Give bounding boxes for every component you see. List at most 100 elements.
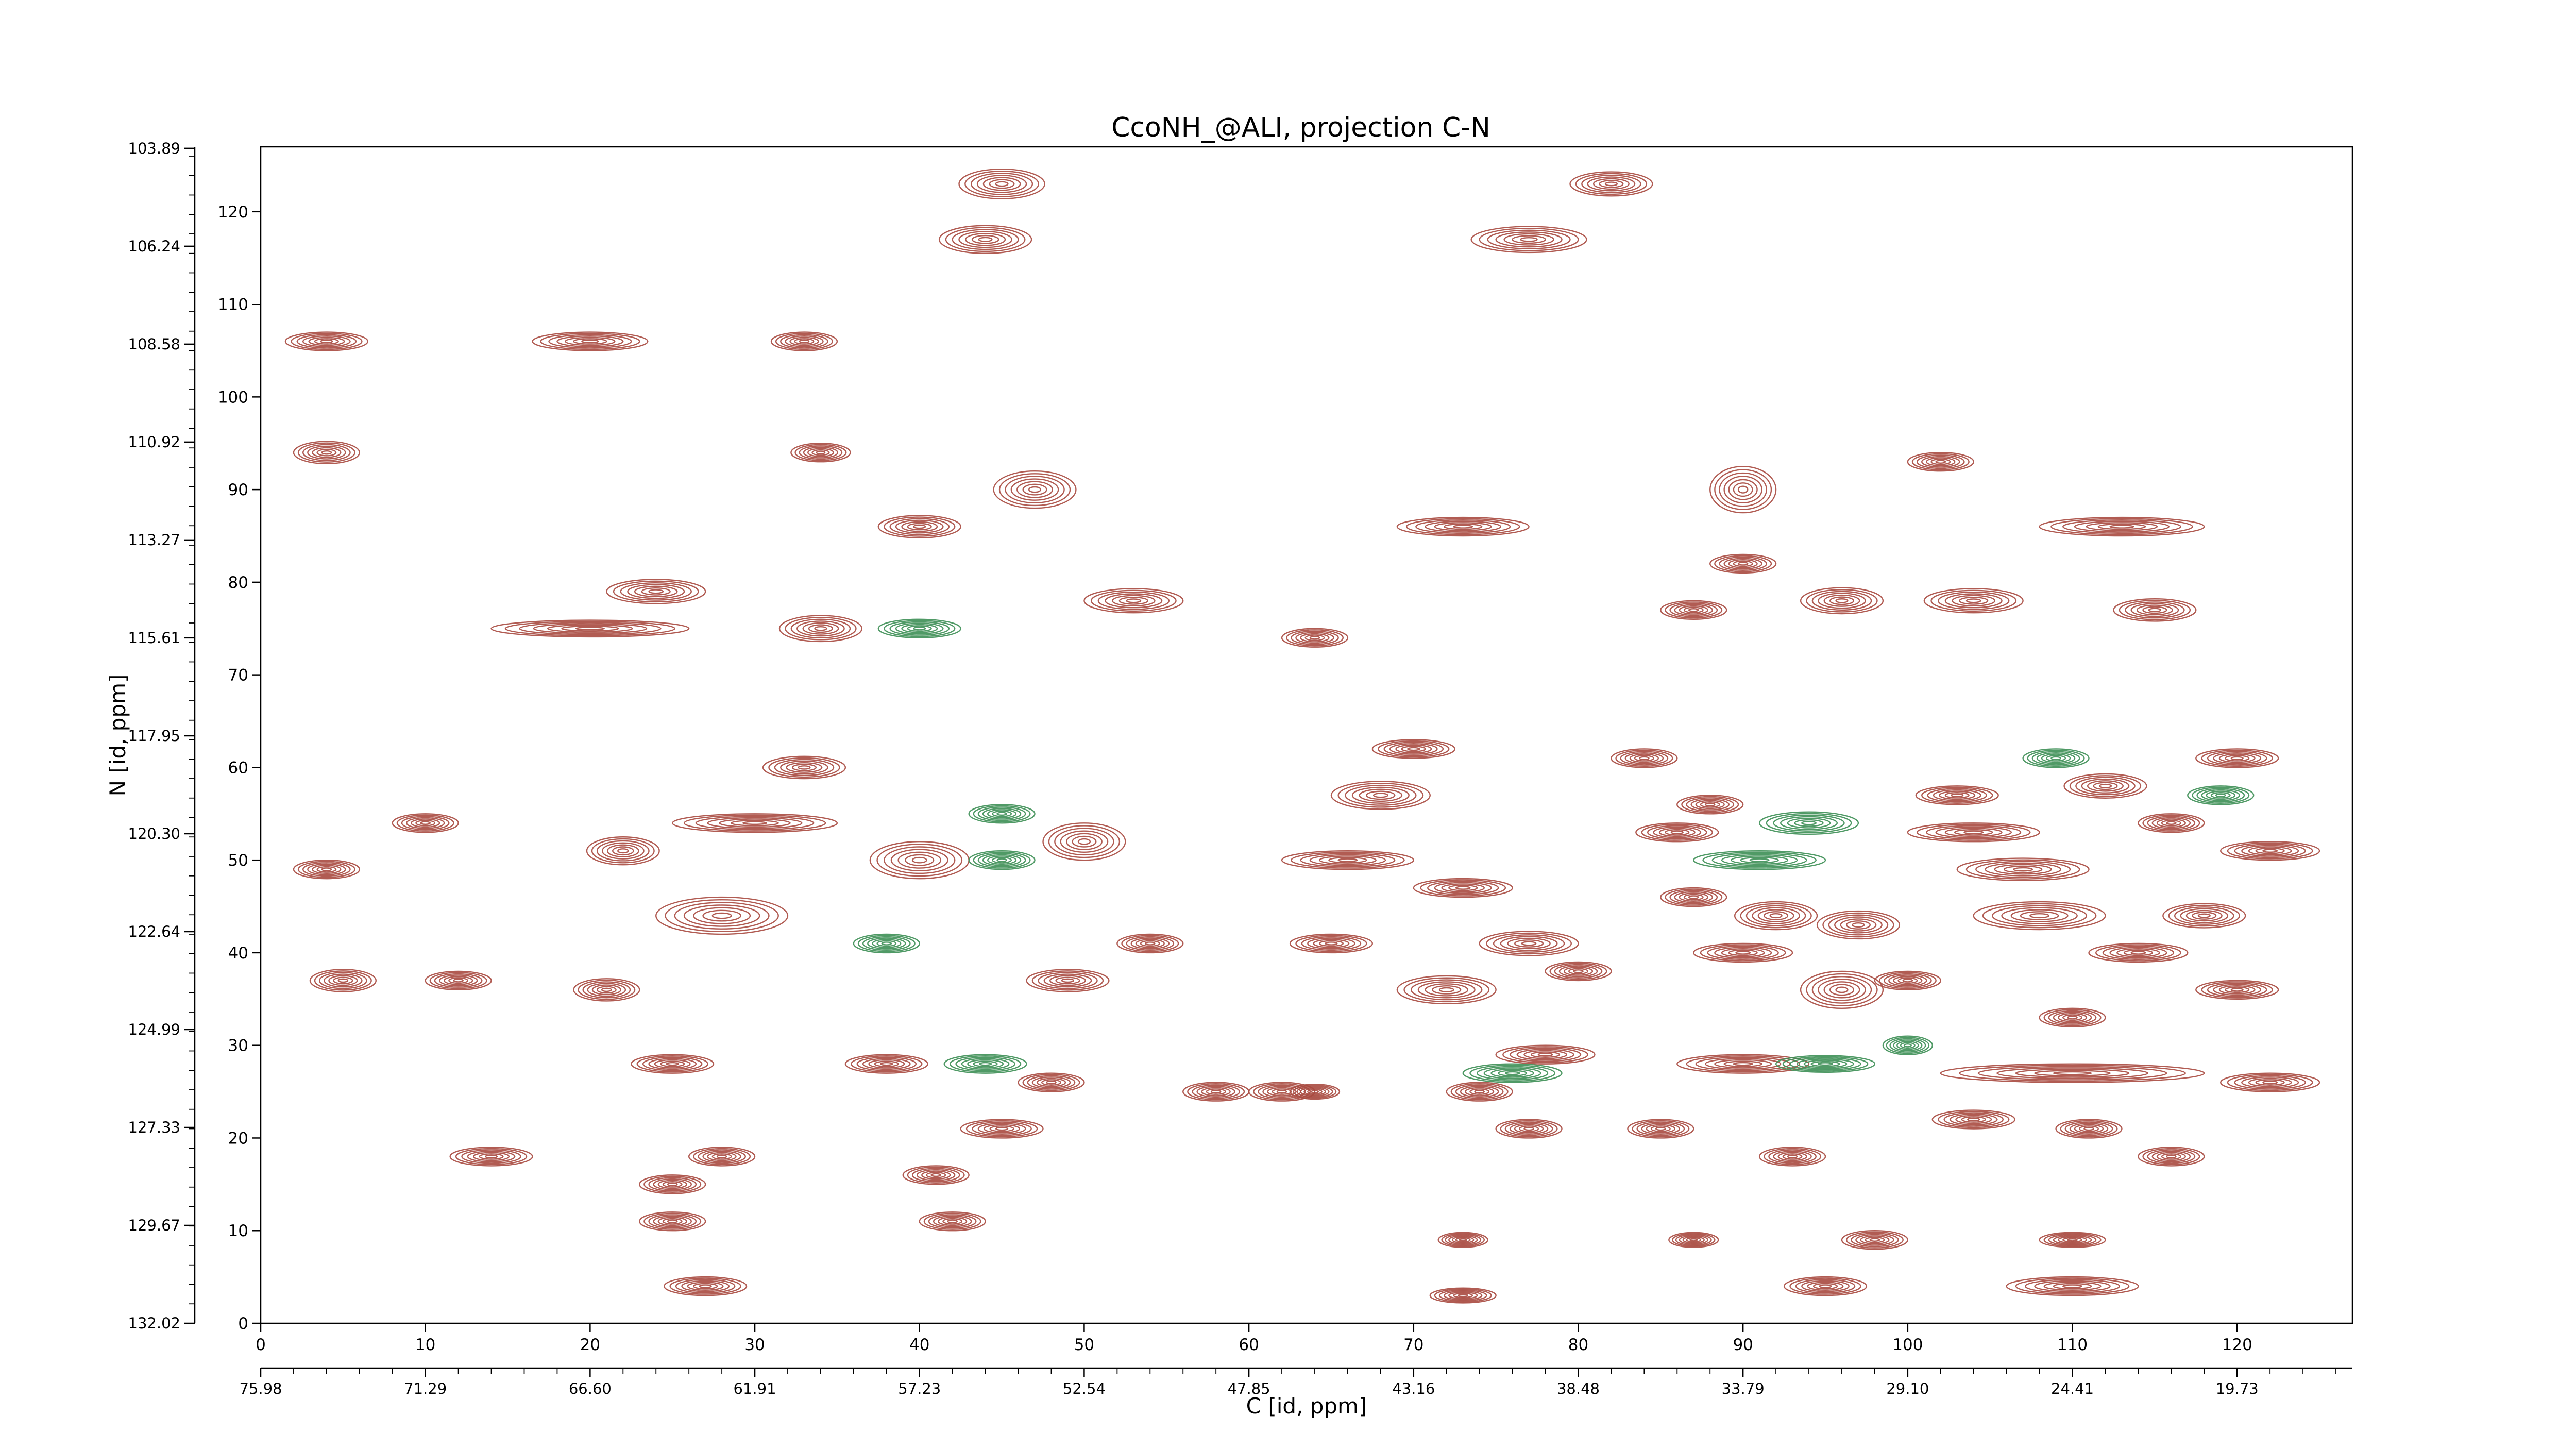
contour-level — [2015, 1068, 2130, 1078]
contour-level — [2130, 603, 2179, 617]
contour-level — [1635, 822, 1719, 843]
contour-level — [655, 896, 789, 935]
contour-level — [928, 1214, 977, 1229]
contour-level — [2036, 752, 2076, 764]
contour-level — [653, 1215, 692, 1227]
contour-level — [2020, 911, 2059, 920]
contour-level — [2201, 981, 2273, 999]
contour-level — [874, 1060, 899, 1067]
contour-level — [2048, 1010, 2097, 1025]
positive-contour-peak — [2162, 903, 2246, 929]
positive-contour-peak — [1281, 850, 1414, 870]
contour-level — [2218, 985, 2256, 995]
contour-level — [794, 338, 815, 345]
contour-level — [1874, 970, 1941, 991]
contour-level — [945, 227, 1026, 252]
contour-level — [328, 975, 358, 986]
contour-level — [1907, 822, 2040, 843]
contour-level — [2039, 1232, 2106, 1248]
contour-level — [884, 846, 956, 874]
contour-level — [1112, 595, 1156, 607]
contour-level — [1328, 856, 1367, 864]
contour-level — [2213, 752, 2262, 764]
contour-level — [1702, 851, 1817, 869]
positive-contour-peak — [1874, 970, 1941, 991]
contour-level — [978, 1062, 992, 1066]
contour-level — [1693, 942, 1793, 963]
contour-level — [968, 850, 1036, 870]
positive-contour-peak — [1396, 516, 1530, 537]
positive-contour-peak — [672, 813, 838, 833]
y-ppm-tick-label: 129.67 — [128, 1217, 180, 1234]
contour-level — [799, 339, 810, 344]
contour-level — [762, 755, 846, 780]
positive-contour-peak — [639, 1211, 706, 1232]
contour-level — [942, 1218, 963, 1225]
contour-level — [293, 441, 361, 464]
contour-level — [2230, 756, 2244, 761]
contour-level — [1563, 966, 1594, 976]
contour-level — [1951, 793, 1964, 798]
contour-level — [1309, 854, 1386, 866]
positive-contour-peak — [1660, 887, 1727, 907]
contour-level — [296, 334, 357, 349]
x-ppm-tick-label: 71.29 — [404, 1380, 447, 1397]
contour-level — [1514, 939, 1544, 948]
contour-level — [2207, 751, 2267, 766]
contour-level — [1465, 1087, 1495, 1097]
contour-level — [1135, 939, 1165, 948]
contour-level — [2119, 600, 2191, 620]
contour-level — [775, 332, 833, 350]
contour-level — [1301, 936, 1362, 951]
contour-level — [657, 1180, 687, 1189]
contour-level — [2109, 947, 2167, 959]
x-index-tick-label: 40 — [909, 1336, 929, 1354]
contour-level — [2136, 604, 2173, 616]
contour-level — [952, 229, 1019, 250]
contour-level — [1686, 1237, 1702, 1243]
contour-level — [2067, 1238, 2078, 1242]
contour-level — [324, 973, 363, 988]
contour-level — [2062, 1014, 2083, 1021]
contour-level — [2142, 1148, 2200, 1166]
contour-level — [1900, 1042, 1916, 1049]
positive-contour-peak — [1437, 1232, 1488, 1248]
contour-level — [2262, 1080, 2278, 1085]
contour-level — [587, 983, 626, 997]
positive-contour-peak — [1495, 1044, 1596, 1065]
contour-level — [995, 181, 1009, 187]
contour-level — [1641, 823, 1713, 841]
contour-level — [297, 442, 355, 463]
contour-level — [2046, 755, 2066, 762]
contour-level — [1782, 1056, 1869, 1072]
contour-level — [938, 225, 1032, 254]
contour-level — [2067, 1016, 2078, 1020]
contour-level — [2195, 748, 2279, 768]
contour-level — [1740, 856, 1779, 864]
contour-level — [995, 1126, 1009, 1131]
contour-level — [1818, 979, 1866, 1001]
positive-contour-peak — [1931, 1109, 2015, 1130]
contour-level — [978, 237, 993, 242]
contour-level — [675, 1279, 736, 1294]
contour-level — [895, 622, 944, 635]
negative-contour-peak — [853, 933, 920, 954]
contour-level — [884, 620, 956, 637]
contour-level — [1027, 1075, 1076, 1090]
contour-level — [1105, 593, 1163, 609]
contour-level — [2162, 903, 2246, 929]
contour-level — [1453, 1292, 1473, 1299]
contour-level — [2213, 984, 2262, 996]
positive-contour-peak — [1709, 465, 1777, 514]
contour-level — [1520, 237, 1538, 242]
contour-level — [1281, 628, 1349, 648]
x-index-tick-label: 50 — [1074, 1336, 1094, 1354]
contour-level — [921, 1170, 951, 1180]
contour-level — [2195, 980, 2279, 1000]
contour-level — [2093, 782, 2118, 790]
contour-level — [1304, 634, 1325, 642]
contour-level — [1276, 1089, 1287, 1094]
contour-level — [1973, 901, 2106, 931]
contour-level — [444, 975, 473, 985]
contour-level — [977, 853, 1026, 868]
